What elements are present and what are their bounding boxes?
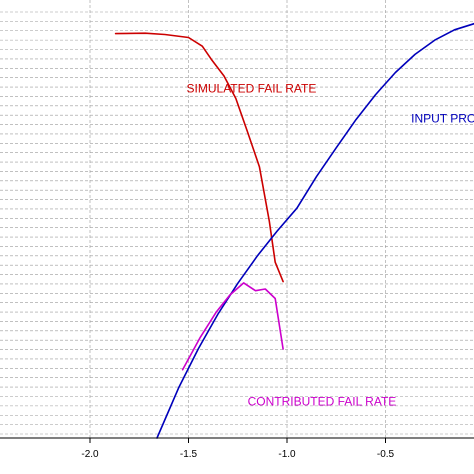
x-axis-ticks: -2.0-1.5-1.0-0.50 [81, 438, 395, 460]
y-gridlines [0, 11, 474, 435]
x-gridlines [89, 0, 386, 438]
series-line-simulated-fail-rate [114, 32, 284, 283]
series-line-contributed-fail-rate [181, 282, 284, 371]
x-tick-label: -1.0 [278, 449, 296, 460]
annotation-simulated-fail-rate: SIMULATED FAIL RATE [187, 81, 317, 95]
series-layer [114, 22, 474, 439]
x-tick-label: -0.5 [377, 449, 395, 460]
x-tick-label: -1.5 [180, 449, 198, 460]
x-tick-label: -2.0 [81, 449, 99, 460]
series-annotations: SIMULATED FAIL RATE INPUT PROB RATE CONTRI… [187, 81, 474, 408]
annotation-input-prob-rate: INPUT PROB RATE [411, 112, 474, 126]
series-line-input-prob-rate [156, 22, 474, 439]
annotation-contributed-fail-rate: CONTRIBUTED FAIL RATE [248, 395, 397, 409]
